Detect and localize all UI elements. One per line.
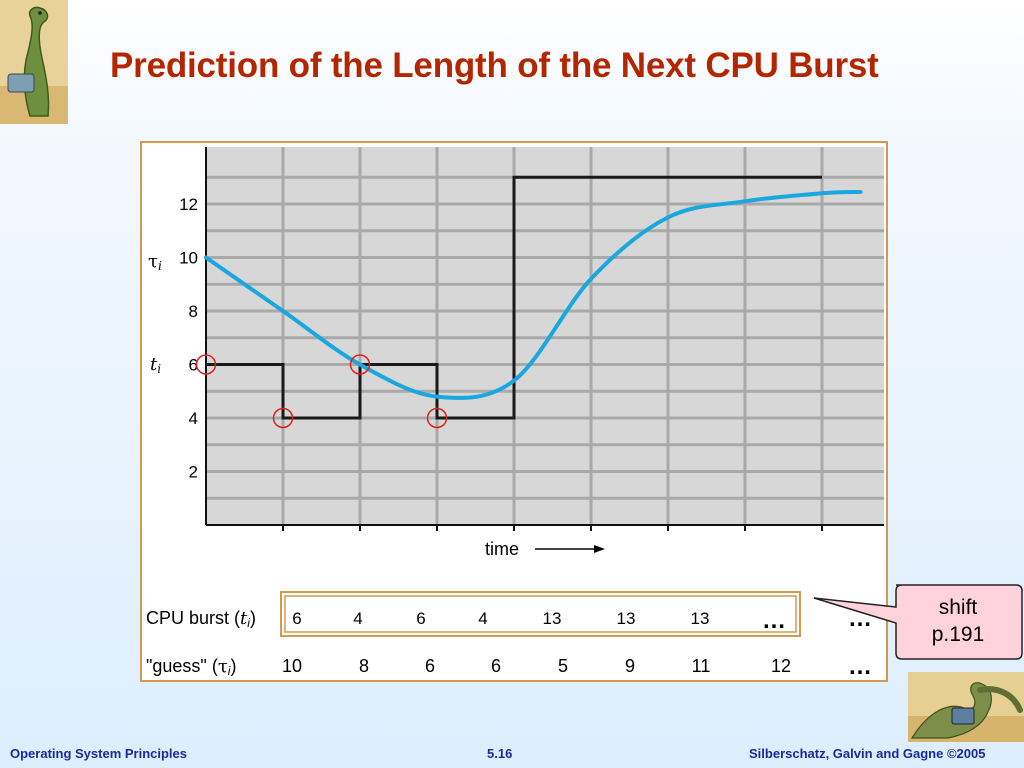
burst-marker-circle: [349, 354, 371, 375]
footer-page-number: 5.16: [487, 746, 513, 761]
cpu-burst-value: 4: [353, 609, 362, 628]
guess-value: 5: [558, 656, 568, 676]
cpu-burst-row-label: CPU burst (ti): [146, 608, 256, 630]
dinosaur-logo-top: [0, 0, 68, 124]
guess-value: 11: [692, 656, 711, 676]
guess-row-ellipsis: …: [848, 653, 872, 680]
burst-marker-circle: [426, 407, 448, 429]
dinosaur-logo-bottom: [908, 672, 1024, 742]
burst-table-inner-border: [284, 595, 797, 633]
burst-table-outer-border: [280, 591, 801, 637]
slide-title: Prediction of the Length of the Next CPU…: [110, 46, 879, 85]
footer-course: Operating System Principles: [10, 746, 188, 761]
cpu-burst-value: 13: [691, 609, 710, 628]
x-axis-label: time: [485, 539, 519, 559]
guess-value: 8: [359, 656, 369, 676]
callout-bubble: [813, 584, 1023, 660]
guess-value: 6: [425, 656, 435, 676]
burst-row-ellipsis-inner: …: [762, 607, 786, 634]
callout-line-1: shift: [938, 596, 978, 619]
cpu-burst-step-line: [206, 175, 822, 420]
guess-value: 12: [771, 656, 791, 676]
y-tick-label: 10: [179, 249, 198, 268]
footer-copyright: Silberschatz, Galvin and Gagne ©2005: [749, 746, 986, 761]
guess-value: 6: [491, 656, 501, 676]
guess-value: 10: [282, 656, 302, 676]
y-tick-label: 12: [179, 195, 198, 214]
y-tick-label: 4: [189, 409, 198, 428]
burst-marker-circle: [195, 354, 217, 375]
cpu-burst-value: 13: [543, 609, 562, 628]
tau-axis-label: τi: [148, 251, 162, 273]
callout-text: shift p.191: [898, 594, 1018, 648]
guess-row-label: "guess" (τi): [146, 656, 236, 678]
cpu-burst-value: 6: [416, 609, 425, 628]
callout-line-2: p.191: [931, 623, 985, 646]
guess-value: 9: [625, 656, 635, 676]
cpu-burst-value: 4: [478, 609, 487, 628]
figure-frame: 12 10 8 6 4 2 τi ti time CPU burst (ti) "gues…: [140, 141, 888, 682]
y-tick-label: 6: [189, 356, 198, 375]
burst-marker-circle: [272, 407, 294, 429]
y-tick-label: 8: [189, 302, 198, 321]
t-axis-label: ti: [150, 354, 161, 376]
guess-prediction-curve: [204, 189, 863, 401]
cpu-burst-value: 13: [617, 609, 636, 628]
burst-prediction-chart: 12 10 8 6 4 2 τi ti time CPU burst (ti) "gues…: [146, 147, 884, 680]
cpu-burst-value: 6: [292, 609, 301, 628]
time-arrow: [535, 545, 605, 553]
y-tick-label: 2: [189, 463, 198, 482]
